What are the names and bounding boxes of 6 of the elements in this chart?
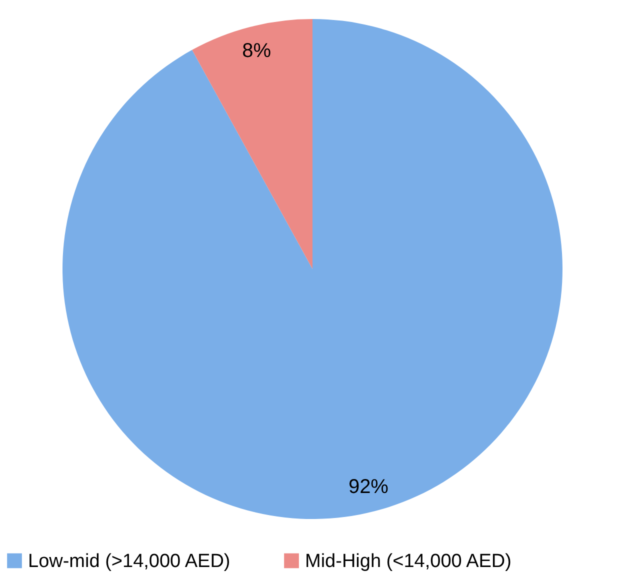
pie-slice bbox=[62, 19, 562, 519]
legend-label: Low-mid (>14,000 AED) bbox=[28, 550, 230, 572]
data-label: 92% bbox=[348, 476, 389, 498]
legend-label: Mid-High (<14,000 AED) bbox=[305, 550, 512, 572]
data-label: 8% bbox=[242, 40, 272, 62]
pie-slice bbox=[192, 19, 312, 269]
